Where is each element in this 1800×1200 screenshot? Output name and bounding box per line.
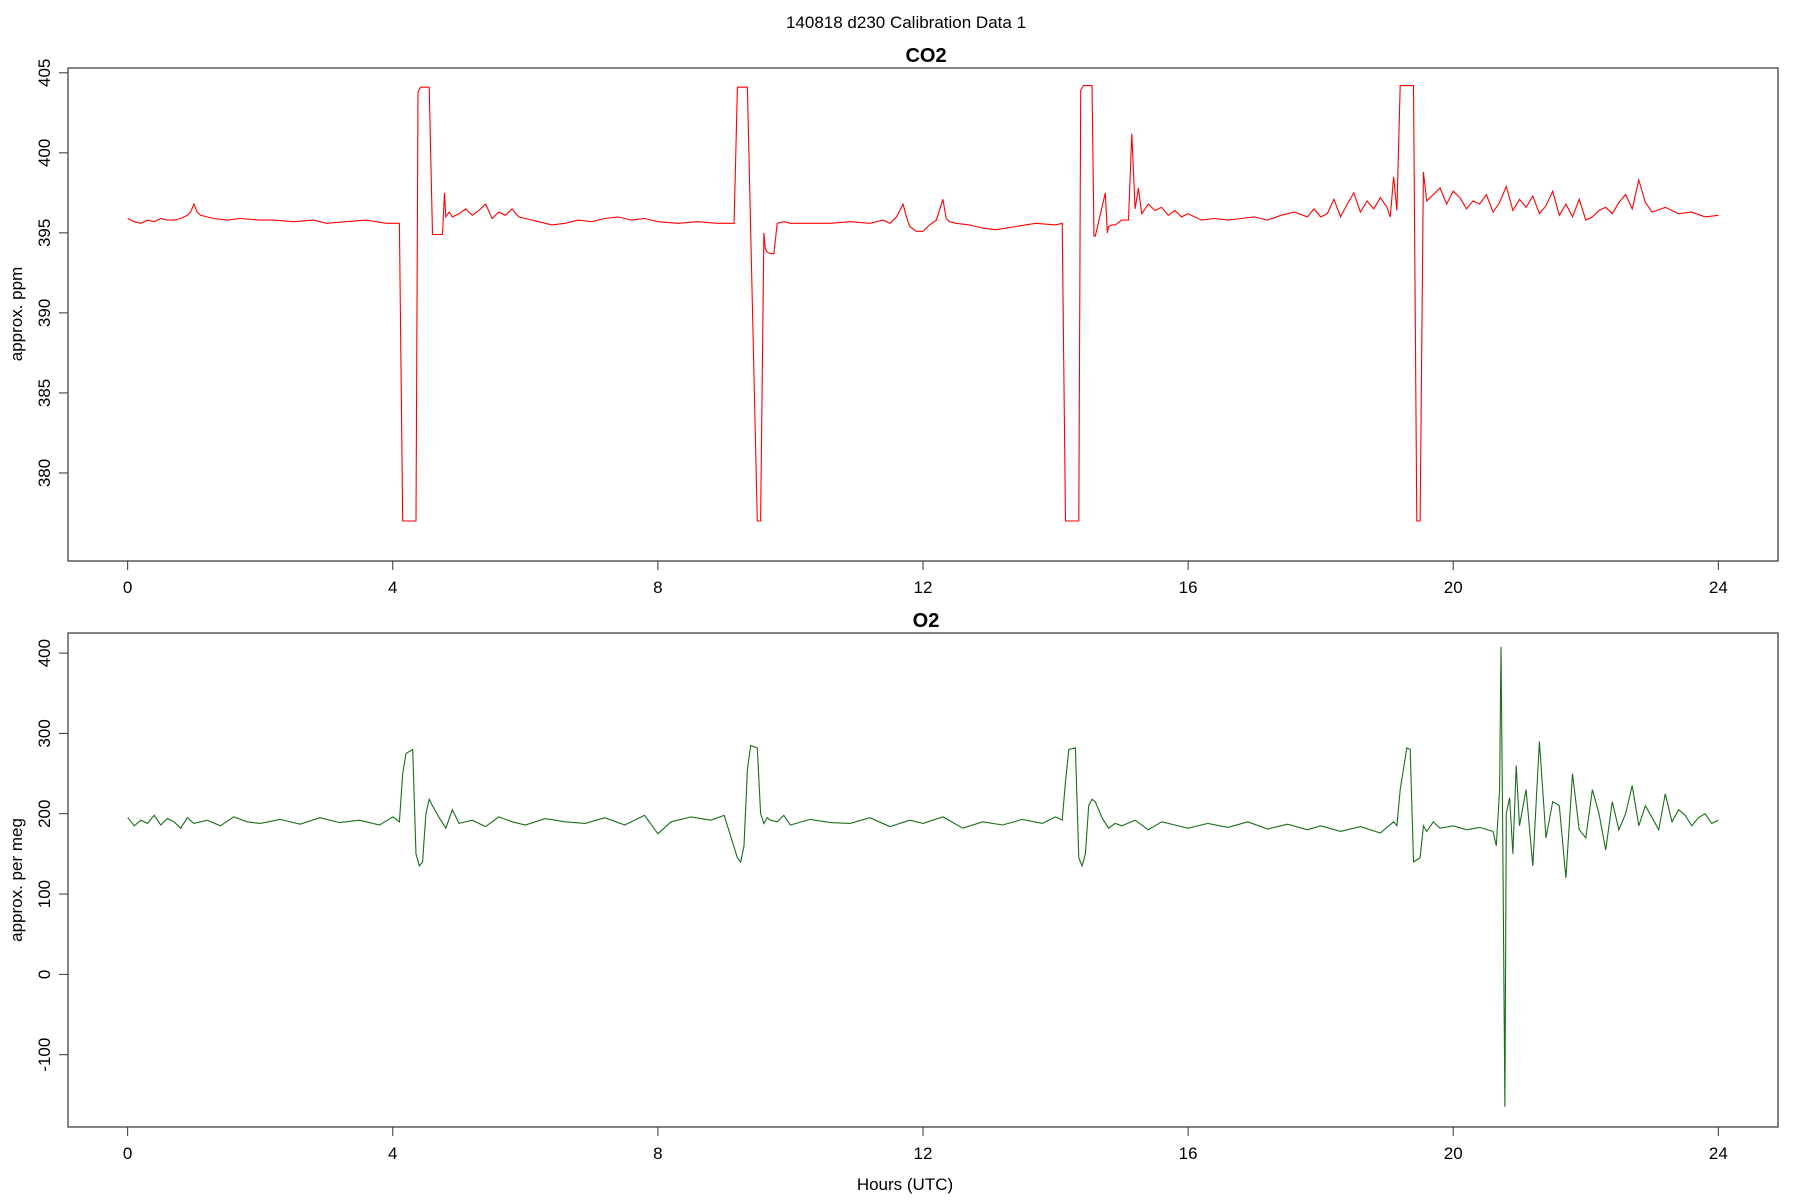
o2-y-axis-title: approx. per meg [7, 818, 26, 942]
o2-panel: O2 approx. per meg Hours (UTC) 0 4 8 12 16 20… [7, 610, 1779, 1194]
co2-y-tick-label: 380 [35, 459, 54, 487]
o2-x-tick-label: 4 [388, 1144, 397, 1163]
o2-y-tick-label: 100 [35, 880, 54, 908]
co2-y-tick-label: 395 [35, 219, 54, 247]
co2-y-axis-title: approx. ppm [7, 267, 26, 362]
o2-panel-title: O2 [913, 610, 940, 632]
o2-x-tick-label: 12 [914, 1144, 933, 1163]
o2-y-tick-label: 0 [35, 970, 54, 979]
co2-x-ticks: 0 4 8 12 16 20 24 [123, 561, 1728, 597]
o2-series-line [127, 646, 1719, 1107]
co2-y-tick-label: 385 [35, 379, 54, 407]
co2-x-tick-label: 8 [653, 578, 662, 597]
co2-x-tick-label: 12 [914, 578, 933, 597]
o2-x-tick-label: 24 [1709, 1144, 1728, 1163]
o2-x-tick-label: 8 [653, 1144, 662, 1163]
o2-y-tick-label: 300 [35, 719, 54, 747]
o2-y-tick-label: -100 [35, 1038, 54, 1072]
co2-x-tick-label: 20 [1444, 578, 1463, 597]
co2-panel: CO2 approx. ppm 0 4 8 12 16 20 24 380 385 390 395… [7, 45, 1779, 597]
co2-panel-title: CO2 [905, 45, 946, 67]
co2-x-tick-label: 0 [123, 578, 132, 597]
o2-y-ticks: -100 0 100 200 300 400 [35, 639, 68, 1072]
co2-y-tick-label: 405 [35, 59, 54, 87]
co2-series-line [127, 85, 1719, 522]
o2-x-axis-title: Hours (UTC) [857, 1175, 953, 1194]
o2-x-tick-label: 16 [1179, 1144, 1198, 1163]
co2-y-ticks: 380 385 390 395 400 405 [35, 59, 68, 487]
figure-title: 140818 d230 Calibration Data 1 [786, 13, 1026, 32]
co2-plot-frame [67, 67, 1779, 562]
co2-x-tick-label: 24 [1709, 578, 1728, 597]
o2-x-tick-label: 20 [1444, 1144, 1463, 1163]
o2-x-tick-label: 0 [123, 1144, 132, 1163]
co2-y-tick-label: 390 [35, 299, 54, 327]
co2-x-tick-label: 16 [1179, 578, 1198, 597]
co2-y-tick-label: 400 [35, 139, 54, 167]
o2-x-ticks: 0 4 8 12 16 20 24 [123, 1127, 1728, 1163]
o2-y-tick-label: 200 [35, 800, 54, 828]
o2-y-tick-label: 400 [35, 639, 54, 667]
co2-x-tick-label: 4 [388, 578, 397, 597]
o2-plot-frame [67, 632, 1779, 1128]
